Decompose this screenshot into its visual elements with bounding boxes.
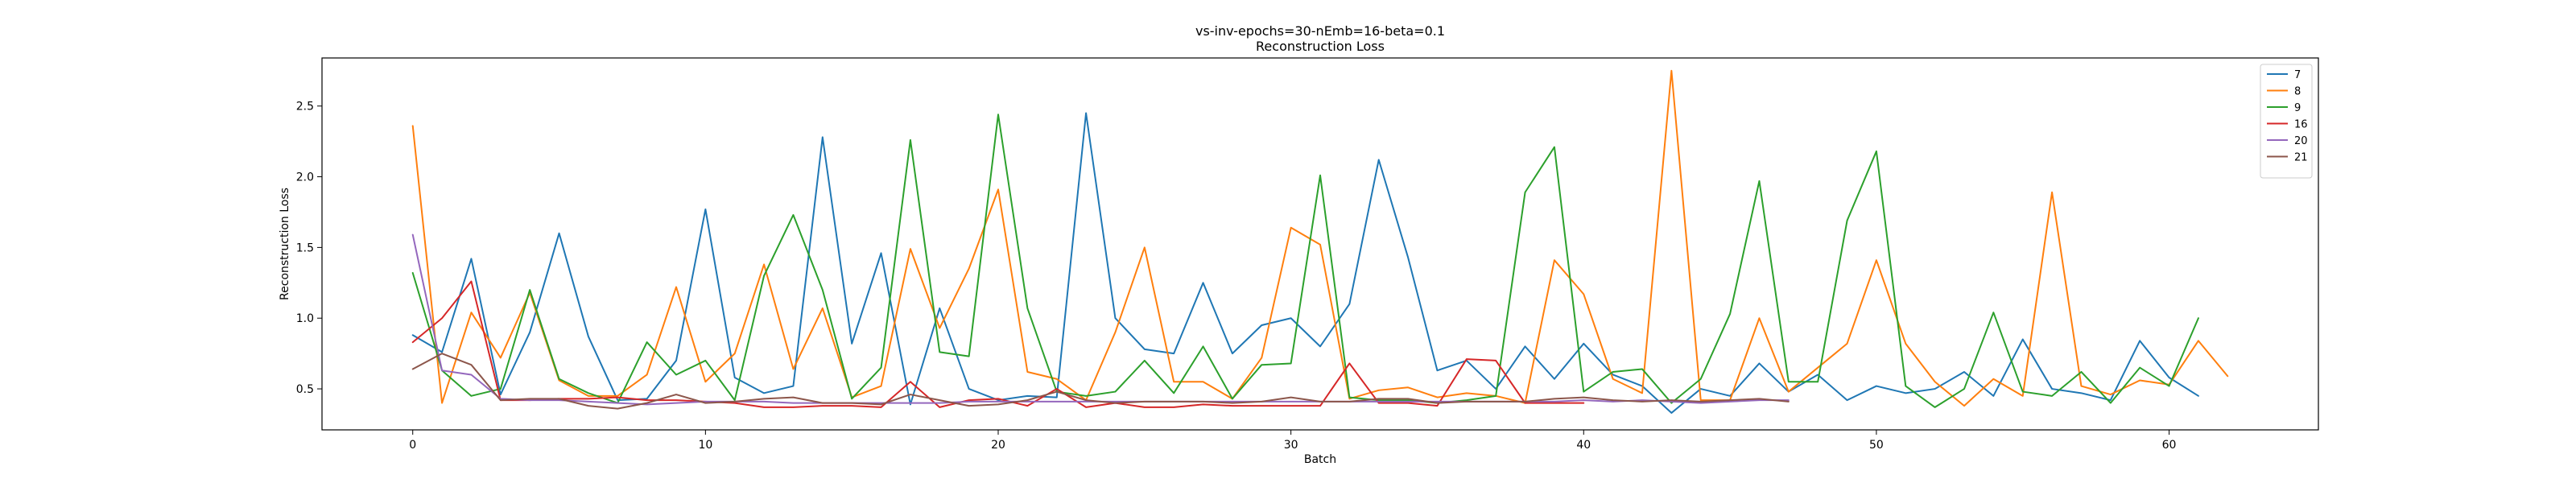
y-axis-label: Reconstruction Loss	[279, 188, 291, 300]
series-line-16	[411, 280, 1585, 408]
legend-label: 7	[2294, 69, 2301, 81]
axes: 0 10 20 30 40 50 60 0.5 1.0 1.5 2.0 2.5	[296, 101, 2177, 452]
y-tick-label: 2.5	[296, 101, 314, 114]
chart-title: vs-inv-epochs=30-nEmb=16-beta=0.1	[1195, 23, 1445, 39]
legend-box	[2260, 64, 2313, 179]
y-tick-label: 1.0	[296, 312, 314, 325]
legend-label: 16	[2294, 119, 2308, 131]
x-tick-label: 10	[698, 439, 712, 452]
x-tick-label: 30	[1284, 439, 1298, 452]
chart-subtitle: Reconstruction Loss	[1256, 39, 1385, 54]
y-tick-label: 0.5	[296, 383, 314, 396]
x-tick-label: 50	[1869, 439, 1884, 452]
x-tick-label: 0	[409, 439, 416, 452]
x-tick-label: 40	[1576, 439, 1591, 452]
plot-frame	[321, 57, 2319, 431]
x-axis-label: Batch	[1304, 453, 1336, 466]
legend: 7 8 9 16 20 21	[2260, 64, 2313, 179]
x-tick-label: 60	[2162, 439, 2177, 452]
legend-label: 21	[2294, 152, 2308, 164]
plot-area	[411, 69, 2229, 414]
series-line-7	[411, 112, 2199, 414]
x-tick-label: 20	[991, 439, 1005, 452]
legend-label: 8	[2294, 86, 2301, 98]
y-tick-label: 1.5	[296, 242, 314, 254]
series-line-21	[411, 353, 1790, 410]
series-line-8	[411, 69, 2229, 407]
series-line-9	[411, 114, 2199, 408]
y-tick-label: 2.0	[296, 171, 314, 184]
legend-label: 20	[2294, 135, 2308, 147]
legend-label: 9	[2294, 102, 2301, 114]
